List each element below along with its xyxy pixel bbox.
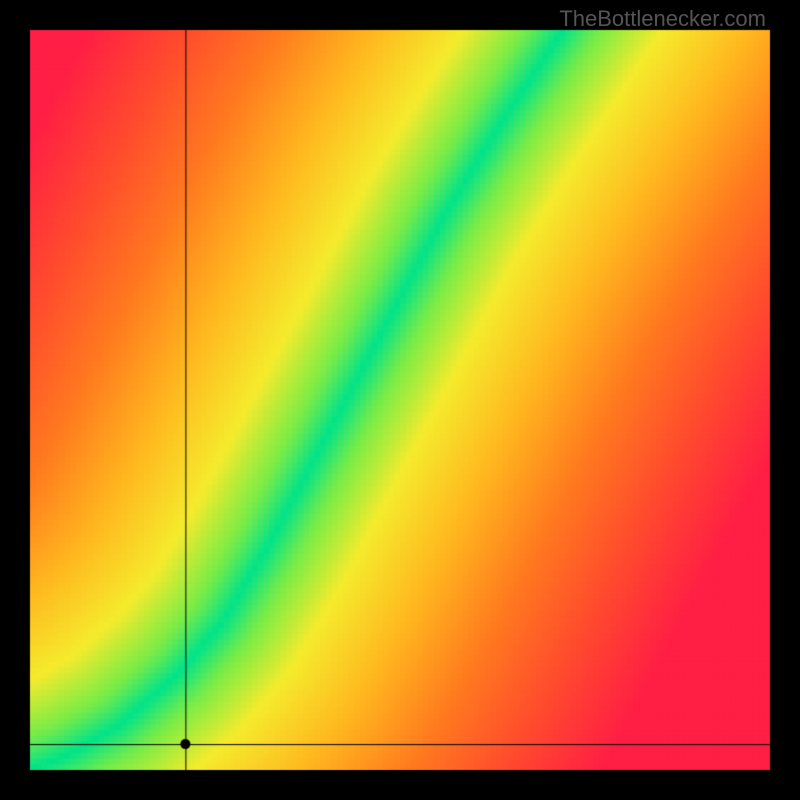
heatmap-canvas <box>0 0 800 800</box>
watermark-text: TheBottlenecker.com <box>559 6 766 32</box>
chart-container: TheBottlenecker.com <box>0 0 800 800</box>
